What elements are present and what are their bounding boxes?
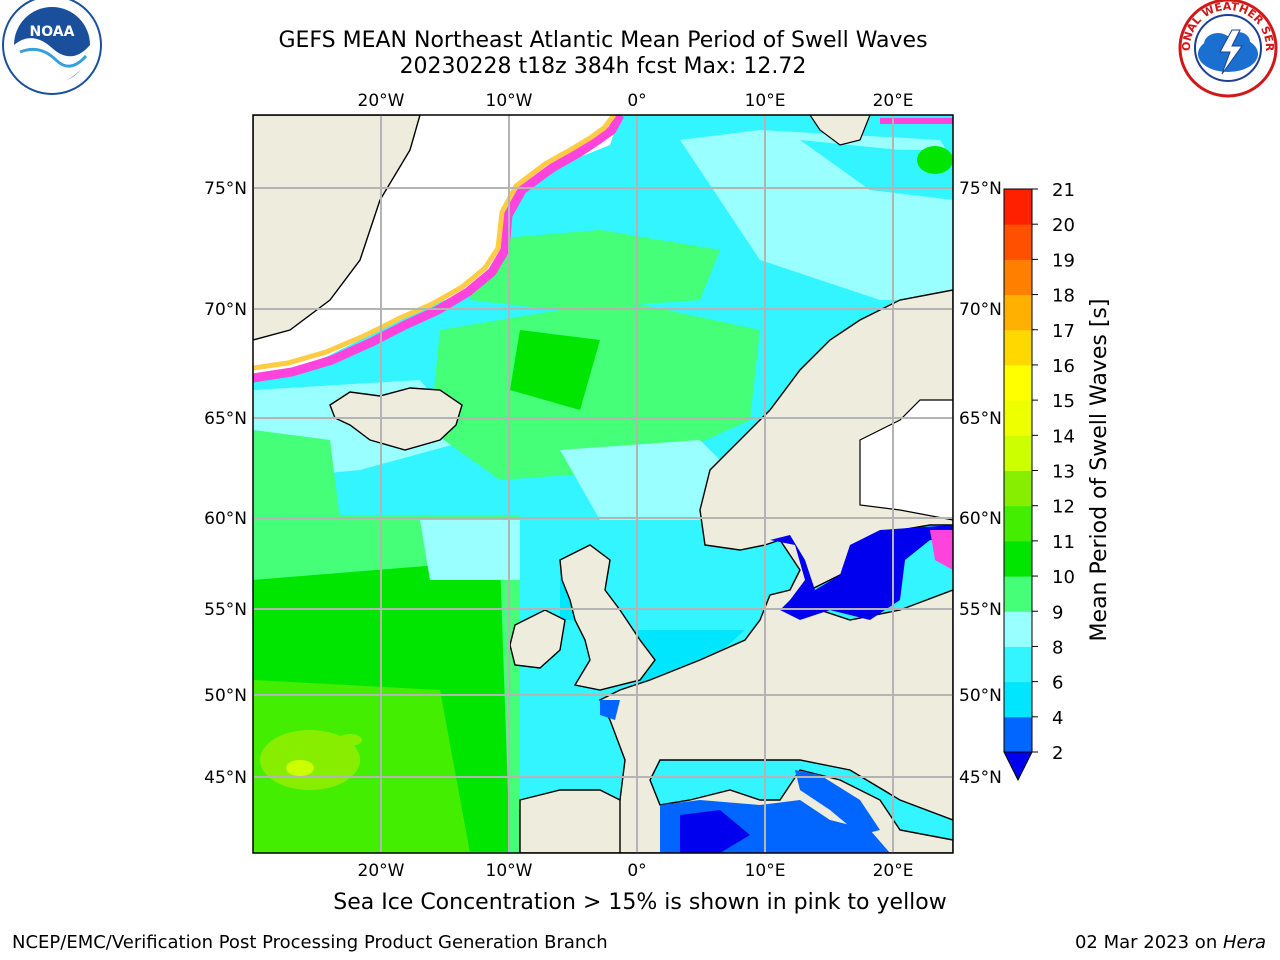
lat-tick-right: 60°N bbox=[959, 509, 1002, 529]
lon-tick-bottom: 20°E bbox=[873, 861, 914, 881]
map-frame bbox=[252, 114, 954, 854]
lon-tick-top: 10°W bbox=[486, 91, 533, 111]
lat-tick-left: 60°N bbox=[204, 509, 247, 529]
sea-ice-note: Sea Ice Concentration > 15% is shown in … bbox=[333, 890, 947, 915]
sea-ice-edge bbox=[253, 115, 624, 383]
colorbar-segment bbox=[1004, 294, 1032, 331]
footer-credit: NCEP/EMC/Verification Post Processing Pr… bbox=[12, 932, 608, 953]
colorbar-tick-label: 17 bbox=[1052, 321, 1075, 342]
lon-tick-bottom: 10°E bbox=[745, 861, 786, 881]
footer-machine: Hera bbox=[1222, 932, 1266, 953]
iberia-land bbox=[519, 789, 621, 853]
greenland-land bbox=[253, 115, 421, 341]
lat-tick-right: 45°N bbox=[959, 768, 1002, 788]
colorbar-segment bbox=[1004, 400, 1032, 436]
colorbar-segment bbox=[1004, 224, 1032, 260]
colorbar-tick-label: 14 bbox=[1052, 426, 1075, 447]
lat-tick-right: 65°N bbox=[959, 409, 1002, 429]
lon-tick-top: 20°W bbox=[358, 91, 405, 111]
svg-text:NOAA: NOAA bbox=[30, 24, 75, 40]
colorbar-segment bbox=[1004, 646, 1032, 683]
colorbar-tick-label: 2 bbox=[1052, 743, 1063, 764]
sea-ice-edge-inner bbox=[253, 115, 616, 371]
colorbar-segment bbox=[1004, 329, 1032, 366]
colorbar-tick-label: 6 bbox=[1052, 673, 1063, 694]
lat-tick-left: 75°N bbox=[204, 179, 247, 199]
colorbar-segment bbox=[1004, 611, 1032, 647]
lon-tick-top: 0° bbox=[627, 91, 646, 111]
colorbar-segment bbox=[1004, 470, 1032, 507]
lat-tick-left: 70°N bbox=[204, 300, 247, 320]
lat-tick-left: 55°N bbox=[204, 600, 247, 620]
lat-tick-right: 55°N bbox=[959, 600, 1002, 620]
colorbar-tick-label: 9 bbox=[1052, 602, 1063, 623]
svalbard-land bbox=[809, 115, 871, 146]
colorbar-segment bbox=[1004, 259, 1032, 296]
lon-tick-bottom: 10°W bbox=[486, 861, 533, 881]
colorbar-tick-label: 4 bbox=[1052, 708, 1063, 729]
noaa-logo-icon: NOAA bbox=[2, 0, 102, 95]
footer-date: 02 Mar 2023 on Hera bbox=[1075, 932, 1266, 953]
colorbar-segment bbox=[1004, 505, 1032, 542]
lat-tick-right: 75°N bbox=[959, 179, 1002, 199]
colorbar-tick-label: 19 bbox=[1052, 250, 1075, 271]
lon-tick-top: 10°E bbox=[745, 91, 786, 111]
bay-of-biscay-coast bbox=[600, 700, 620, 720]
gulf-of-bothnia bbox=[859, 399, 953, 521]
colorbar-tick-label: 11 bbox=[1052, 532, 1075, 553]
colorbar-segment bbox=[1004, 681, 1032, 718]
colorbar-tick-label: 8 bbox=[1052, 637, 1063, 658]
lon-tick-bottom: 20°W bbox=[358, 861, 405, 881]
colorbar-tick-label: 21 bbox=[1052, 180, 1075, 201]
lat-ticks-left: 75°N 70°N 65°N 60°N 55°N 50°N 45°N bbox=[204, 179, 247, 788]
colorbar-tick-label: 18 bbox=[1052, 286, 1075, 307]
colorbar-tick-label: 16 bbox=[1052, 356, 1075, 377]
colorbar-segment bbox=[1004, 435, 1032, 471]
colorbar-tick-label: 15 bbox=[1052, 391, 1075, 412]
graticule bbox=[253, 115, 953, 853]
colorbar-label: Mean Period of Swell Waves [s] bbox=[1087, 299, 1112, 642]
chart-title: GEFS MEAN Northeast Atlantic Mean Period… bbox=[278, 28, 928, 53]
colorbar-segment bbox=[1004, 716, 1032, 753]
adriatic-sea bbox=[795, 770, 880, 835]
ireland-land bbox=[509, 609, 566, 669]
colorbar-segment bbox=[1004, 576, 1032, 612]
lon-tick-bottom: 0° bbox=[627, 861, 646, 881]
colorbar-tick-label: 20 bbox=[1052, 215, 1075, 236]
chart-subtitle: 20230228 t18z 384h fcst Max: 12.72 bbox=[399, 54, 807, 79]
colorbar-segment bbox=[1004, 540, 1032, 577]
lat-tick-right: 70°N bbox=[959, 300, 1002, 320]
sea-ice-baltic bbox=[930, 530, 953, 570]
lat-tick-left: 50°N bbox=[204, 686, 247, 706]
footer-date-text: 02 Mar 2023 on bbox=[1074, 932, 1223, 953]
colorbar-segment bbox=[1004, 364, 1032, 401]
lon-ticks-bottom: 20°W 10°W 0° 10°E 20°E bbox=[358, 861, 914, 881]
colorbar-segment bbox=[1004, 189, 1032, 225]
lat-tick-left: 65°N bbox=[204, 409, 247, 429]
lat-tick-right: 50°N bbox=[959, 686, 1002, 706]
lon-tick-top: 20°E bbox=[873, 91, 914, 111]
colorbar-tick-label: 13 bbox=[1052, 462, 1075, 483]
europe-land bbox=[519, 289, 953, 853]
baltic-sea-low-period bbox=[770, 525, 953, 620]
sea-ice-svalbard bbox=[880, 118, 953, 124]
colorbar: 2 4 6 8 9 10 11 12 13 14 15 16 17 18 19 20 21 bbox=[1003, 180, 1075, 782]
lon-ticks-top: 20°W 10°W 0° 10°E 20°E bbox=[358, 91, 914, 111]
lat-ticks-right: 75°N 70°N 65°N 60°N 55°N 50°N 45°N bbox=[959, 179, 1002, 788]
colorbar-tick-label: 12 bbox=[1052, 497, 1075, 518]
colorbar-tick-label: 10 bbox=[1052, 567, 1075, 588]
lat-tick-left: 45°N bbox=[204, 768, 247, 788]
colorbar-extend-min bbox=[1003, 751, 1033, 782]
